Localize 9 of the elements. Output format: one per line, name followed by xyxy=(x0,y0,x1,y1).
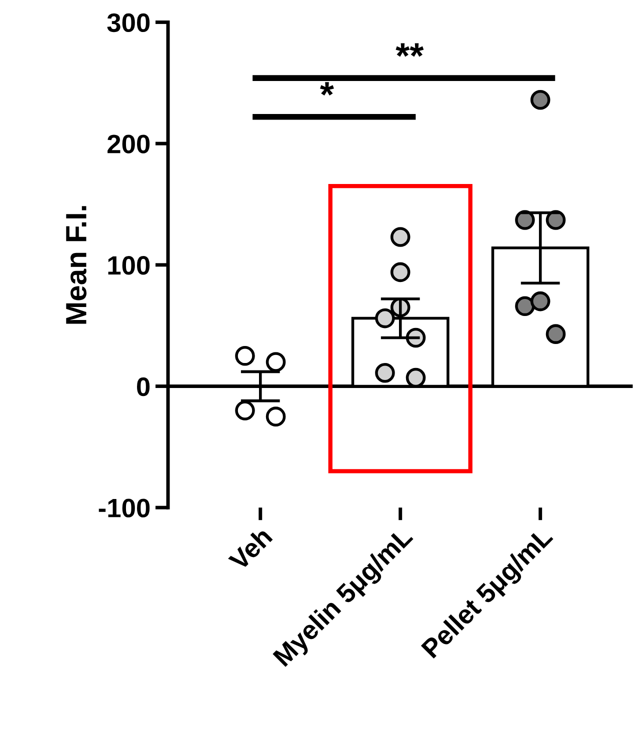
x-tick-label: Veh xyxy=(227,526,273,572)
y-tick-label: 300 xyxy=(107,13,150,32)
annotation: * xyxy=(320,82,334,96)
y-tick-label: 200 xyxy=(108,134,150,154)
y-axis-title: Mean F.I. xyxy=(66,206,87,324)
y-tick-label: 100 xyxy=(108,256,150,275)
annotation: ** xyxy=(396,43,424,57)
y-tick-label: -100 xyxy=(98,498,150,518)
y-tick-label: 0 xyxy=(137,377,150,396)
